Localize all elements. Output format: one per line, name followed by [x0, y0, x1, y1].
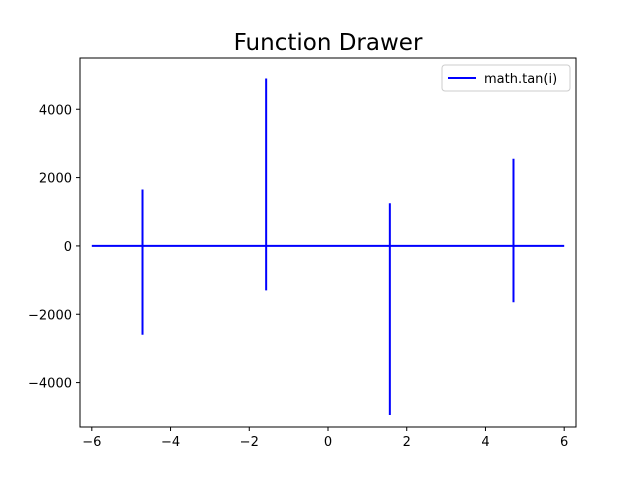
x-tick-label: −4 [161, 435, 180, 450]
y-tick-label: −2000 [28, 308, 72, 323]
x-tick-label: 4 [481, 435, 489, 450]
x-tick-label: −6 [82, 435, 101, 450]
chart-title: Function Drawer [234, 30, 423, 56]
y-tick-label: −4000 [28, 377, 72, 392]
legend: math.tan(i) [441, 64, 571, 92]
axes: −6 −4 −2 0 2 4 6 −4000 −2000 0 2000 4000 [28, 57, 577, 450]
y-tick-label: 2000 [39, 172, 72, 187]
legend-label: math.tan(i) [484, 72, 557, 87]
x-tick-label: 2 [403, 435, 411, 450]
y-tick-label: 4000 [39, 103, 72, 118]
legend-box [441, 64, 571, 92]
y-tick-label: 0 [64, 240, 72, 255]
x-tick-label: 0 [324, 435, 332, 450]
plot-area [91, 78, 565, 416]
x-tick-label: −2 [240, 435, 259, 450]
series-0 [91, 78, 565, 416]
x-tick-label: 6 [560, 435, 568, 450]
